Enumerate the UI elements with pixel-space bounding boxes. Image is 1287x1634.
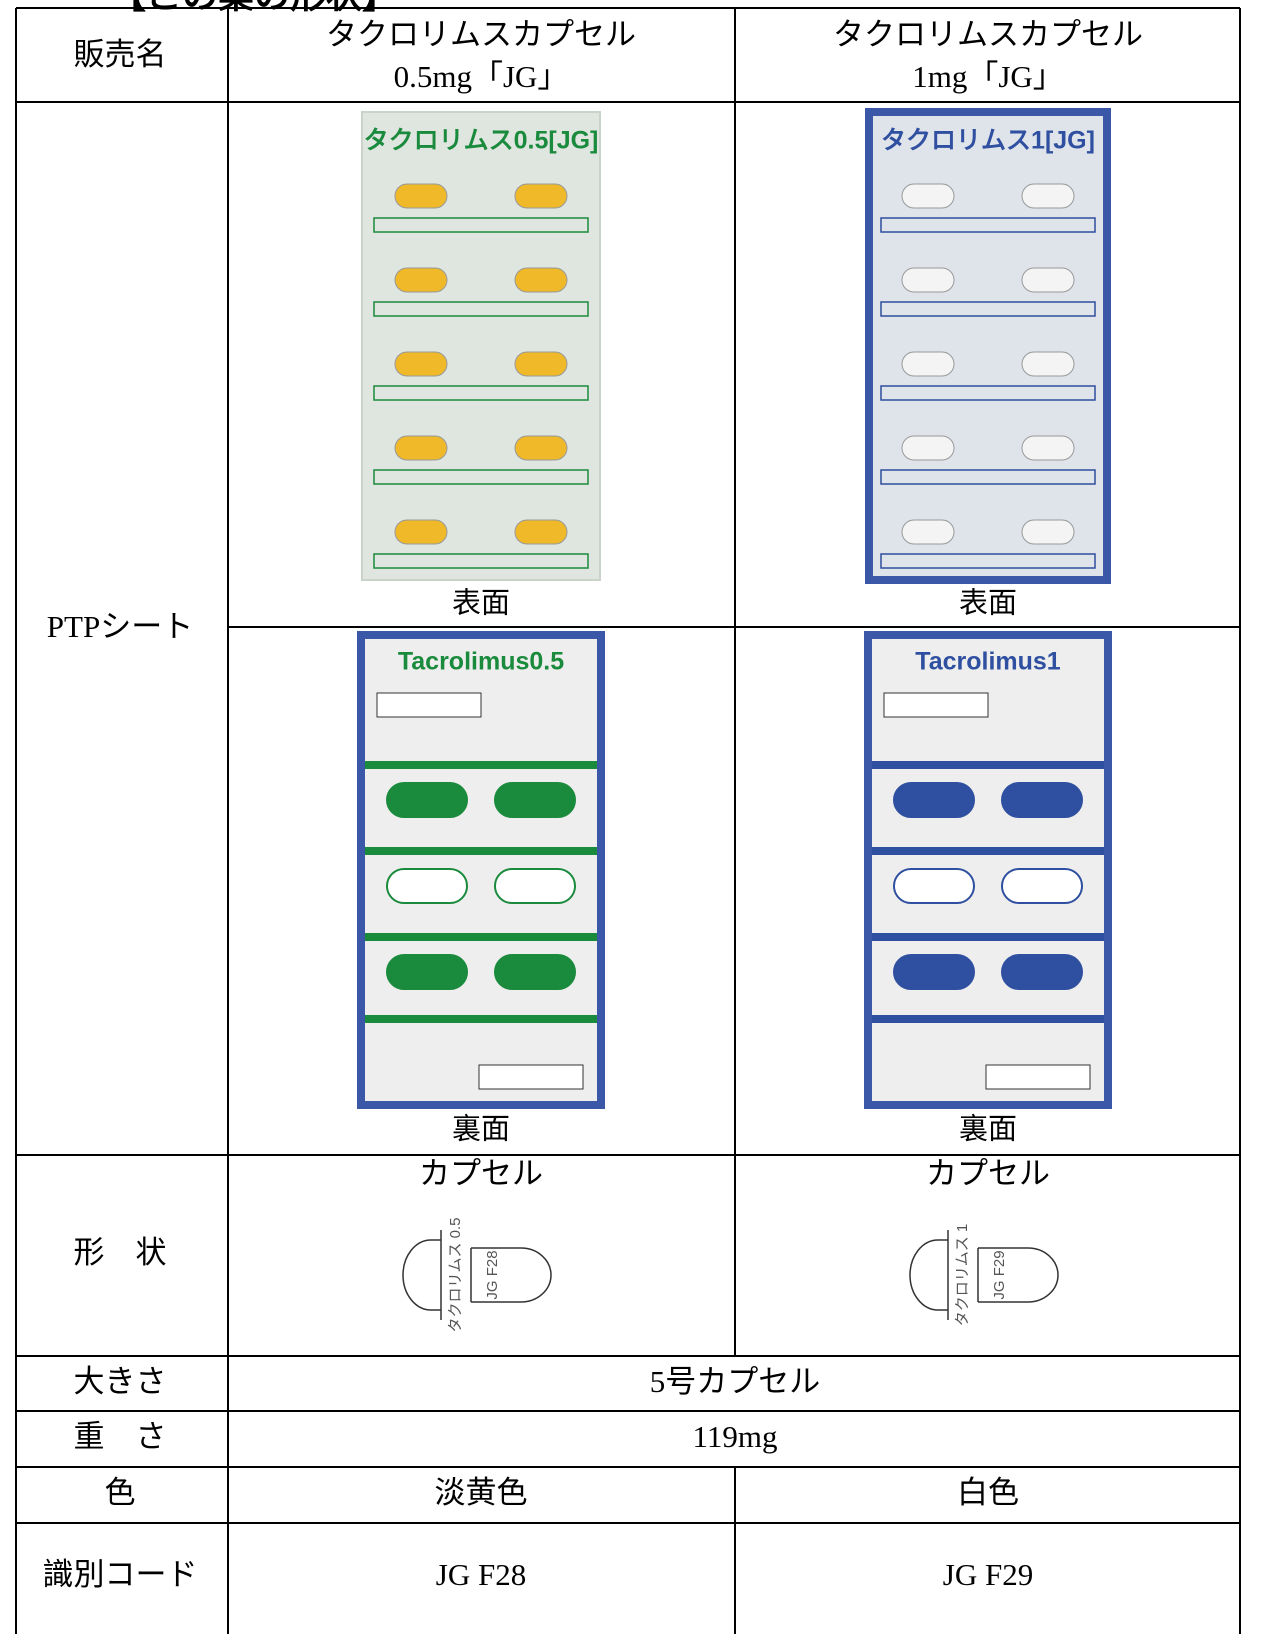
capsule-photo xyxy=(1021,351,1075,377)
row-label: 色 xyxy=(105,1475,136,1510)
blister-strip xyxy=(880,385,1096,401)
blister-strip xyxy=(880,301,1096,317)
front-sheet-title: タクロリムス1[JG] xyxy=(881,127,1095,155)
back-label: 裏面 xyxy=(452,1113,510,1146)
color: 白色 xyxy=(957,1475,1019,1510)
code: JG F29 xyxy=(943,1557,1033,1592)
row-label: PTPシート xyxy=(47,609,193,644)
blister-strip xyxy=(373,301,589,317)
capsule-photo xyxy=(394,267,448,293)
color: 淡黄色 xyxy=(435,1475,528,1510)
band xyxy=(365,761,597,769)
barcode xyxy=(478,1064,584,1090)
capsule-photo xyxy=(514,267,568,293)
capsule-photo xyxy=(1021,183,1075,209)
capsule-photo xyxy=(901,351,955,377)
capsule-photo xyxy=(901,435,955,461)
blister-strip xyxy=(373,385,589,401)
back-pill xyxy=(893,868,975,904)
barcode xyxy=(883,692,989,718)
capsule-photo xyxy=(394,351,448,377)
capsule-photo xyxy=(514,183,568,209)
product-name: タクロリムスカプセル xyxy=(833,17,1143,52)
blister-strip xyxy=(373,217,589,233)
back-pill xyxy=(494,868,576,904)
back-pill xyxy=(1001,782,1083,818)
row-label: 識別コード xyxy=(43,1557,198,1592)
capsule-photo xyxy=(394,519,448,545)
shape: カプセル xyxy=(419,1156,543,1191)
back-pill xyxy=(1001,868,1083,904)
band xyxy=(872,847,1104,855)
capsule-photo xyxy=(394,183,448,209)
capsule-photo xyxy=(1021,519,1075,545)
blister-strip xyxy=(880,469,1096,485)
imprint: タクロリムス 1 xyxy=(954,1224,971,1327)
capsule-outline xyxy=(402,1230,552,1320)
barcode xyxy=(376,692,482,718)
capsule-photo xyxy=(514,351,568,377)
product-name: 1mg「JG」 xyxy=(912,59,1064,94)
blister-strip xyxy=(880,217,1096,233)
back-pill xyxy=(386,868,468,904)
capsule-photo xyxy=(514,519,568,545)
size: 5号カプセル xyxy=(650,1364,821,1399)
back-pill xyxy=(893,782,975,818)
back-pill xyxy=(1001,954,1083,990)
blister-strip xyxy=(373,553,589,569)
table-grid xyxy=(15,7,1241,1634)
back-pill xyxy=(386,954,468,990)
capsule-photo xyxy=(1021,267,1075,293)
shape: カプセル xyxy=(926,1156,1050,1191)
blister-strip xyxy=(880,553,1096,569)
capsule-photo xyxy=(901,519,955,545)
back-sheet-title: Tacrolimus1 xyxy=(915,648,1061,676)
front-sheet-title: タクロリムス0.5[JG] xyxy=(364,127,599,155)
row-label: 重 さ xyxy=(74,1419,167,1454)
back-pill xyxy=(494,954,576,990)
row-label: 販売名 xyxy=(74,37,167,72)
back-sheet-title: Tacrolimus0.5 xyxy=(398,648,564,676)
back-pill xyxy=(494,782,576,818)
back-label: 裏面 xyxy=(959,1113,1017,1146)
front-sheet xyxy=(865,108,1111,584)
row-label: 大きさ xyxy=(74,1364,167,1399)
band xyxy=(365,1015,597,1023)
capsule-photo xyxy=(901,267,955,293)
band xyxy=(872,933,1104,941)
barcode xyxy=(985,1064,1091,1090)
band xyxy=(872,761,1104,769)
code: JG F28 xyxy=(436,1557,526,1592)
row-label: 形 状 xyxy=(74,1235,167,1270)
capsule-photo xyxy=(901,183,955,209)
capsule-outline xyxy=(909,1230,1059,1320)
capsule-photo xyxy=(394,435,448,461)
band xyxy=(365,847,597,855)
back-pill xyxy=(386,782,468,818)
capsule-photo xyxy=(514,435,568,461)
imprint: JG F29 xyxy=(991,1250,1008,1299)
front-label: 表面 xyxy=(959,587,1017,620)
imprint: タクロリムス 0.5 xyxy=(447,1217,464,1332)
weight: 119mg xyxy=(693,1419,778,1454)
front-sheet xyxy=(361,111,601,581)
imprint: JG F28 xyxy=(484,1250,501,1299)
product-name: 0.5mg「JG」 xyxy=(394,59,569,94)
band xyxy=(872,1015,1104,1023)
back-pill xyxy=(893,954,975,990)
capsule-photo xyxy=(1021,435,1075,461)
band xyxy=(365,933,597,941)
blister-strip xyxy=(373,469,589,485)
product-name: タクロリムスカプセル xyxy=(326,17,636,52)
front-label: 表面 xyxy=(452,587,510,620)
